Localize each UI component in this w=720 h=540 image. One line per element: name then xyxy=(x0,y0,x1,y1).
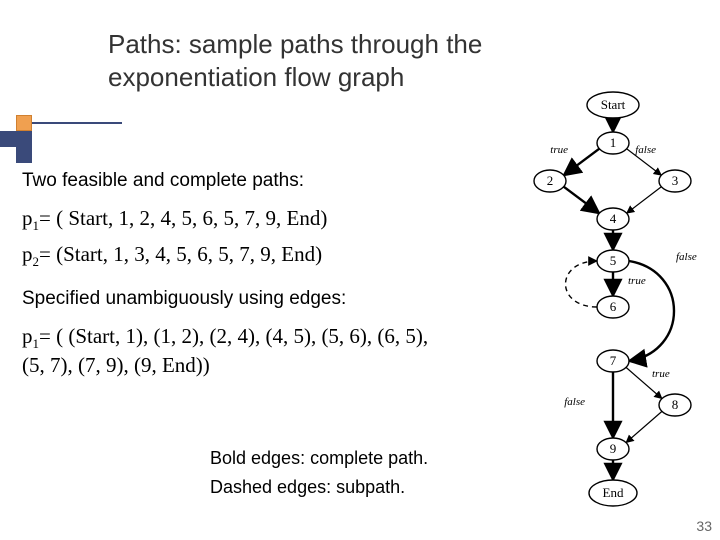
svg-text:false: false xyxy=(676,251,697,263)
path-p1-edges: p1= ( (Start, 1), (1, 2), (2, 4), (4, 5)… xyxy=(22,324,452,377)
page-number: 33 xyxy=(696,518,712,534)
title-line1: Paths: sample paths through the xyxy=(108,28,482,61)
svg-text:2: 2 xyxy=(547,173,554,188)
legend-bold: Bold edges: complete path. xyxy=(210,448,428,469)
svg-text:true: true xyxy=(628,275,646,287)
svg-text:true: true xyxy=(652,368,670,380)
svg-text:3: 3 xyxy=(672,173,679,188)
svg-text:5: 5 xyxy=(610,253,617,268)
spec-text: Specified unambiguously using edges: xyxy=(22,288,452,310)
path-p2: p2= (Start, 1, 3, 4, 5, 6, 5, 7, 9, End) xyxy=(22,242,452,270)
legend: Bold edges: complete path. Dashed edges:… xyxy=(210,448,428,506)
slide-title: Paths: sample paths through the exponent… xyxy=(108,28,482,93)
svg-text:true: true xyxy=(550,144,568,156)
lead-text: Two feasible and complete paths: xyxy=(22,170,452,192)
path-p1: p1= ( Start, 1, 2, 4, 5, 6, 5, 7, 9, End… xyxy=(22,206,452,234)
svg-text:8: 8 xyxy=(672,397,679,412)
svg-text:1: 1 xyxy=(610,135,617,150)
flow-graph-svg: Start 1 2 3 4 5 6 7 8 9 End true false true false true… xyxy=(478,80,708,520)
flow-graph: Start 1 2 3 4 5 6 7 8 9 End true false true false true… xyxy=(478,80,708,520)
svg-text:Start: Start xyxy=(601,97,626,112)
svg-text:4: 4 xyxy=(610,211,617,226)
svg-text:false: false xyxy=(564,396,585,408)
svg-text:false: false xyxy=(635,144,656,156)
svg-text:9: 9 xyxy=(610,441,617,456)
svg-text:End: End xyxy=(603,485,624,500)
title-line2: exponentiation flow graph xyxy=(108,61,482,94)
svg-text:6: 6 xyxy=(610,299,617,314)
svg-text:7: 7 xyxy=(610,353,617,368)
content-body: Two feasible and complete paths: p1= ( S… xyxy=(22,170,452,386)
accent-decoration xyxy=(0,115,122,163)
legend-dashed: Dashed edges: subpath. xyxy=(210,477,428,498)
